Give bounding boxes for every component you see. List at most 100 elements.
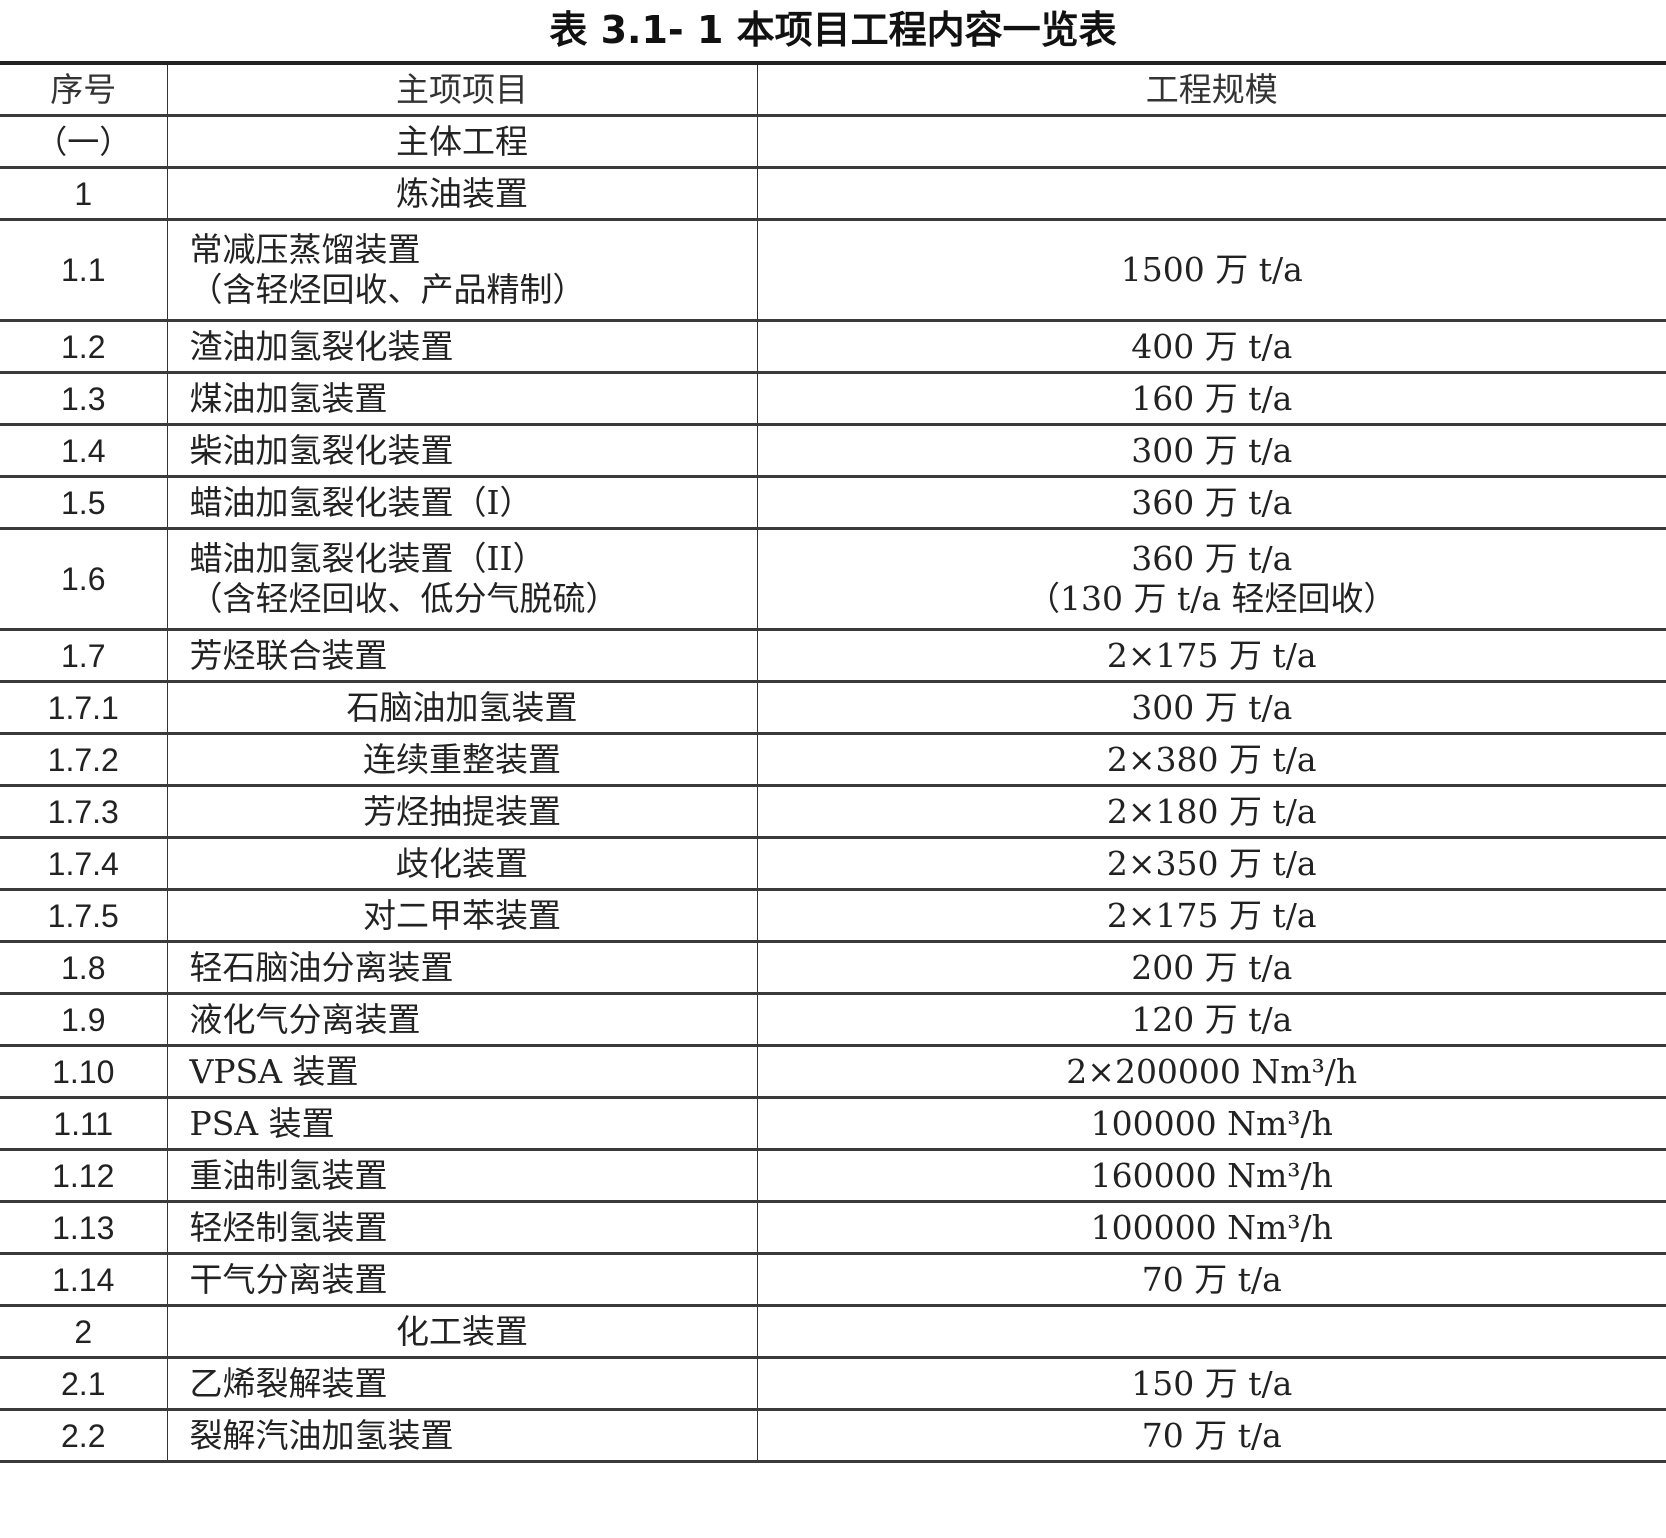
table-row: 1.6 蜡油加氢裂化装置（II） （含轻烃回收、低分气脱硫） 360 万 t/a （13…: [0, 527, 1666, 631]
table-row: 1.12 重油制氢装置 160000 Nm³/h: [0, 1148, 1666, 1203]
item-name-line: 乙烯裂解装置: [189, 1363, 388, 1403]
table-row: 2.2 裂解汽油加氢装置 70 万 t/a: [0, 1408, 1666, 1463]
item-name-line: VPSA 装置: [189, 1051, 359, 1091]
header-item: 主项项目: [166, 61, 758, 117]
row-item-name: 蜡油加氢裂化装置（II） （含轻烃回收、低分气脱硫）: [166, 527, 758, 631]
row-item-name: 裂解汽油加氢装置: [166, 1408, 758, 1463]
row-item-name: VPSA 装置: [166, 1044, 758, 1099]
row-scale: 300 万 t/a: [756, 680, 1666, 735]
scale-line: 160 万 t/a: [1131, 378, 1293, 418]
row-item-name: 乙烯裂解装置: [166, 1356, 758, 1411]
row-item-name: 煤油加氢装置: [166, 371, 758, 426]
row-number: 1.5: [0, 475, 168, 530]
row-scale: 120 万 t/a: [756, 992, 1666, 1047]
scale-line: 70 万 t/a: [1141, 1415, 1282, 1455]
row-item-name: PSA 装置: [166, 1096, 758, 1151]
table-row: 1.7 芳烃联合装置 2×175 万 t/a: [0, 628, 1666, 683]
scale-line: 2×380 万 t/a: [1106, 739, 1317, 779]
row-scale: [756, 166, 1666, 221]
item-name-line: 炼油装置: [396, 173, 528, 213]
item-name-line: 轻石脑油分离装置: [189, 947, 454, 987]
row-number: 1.14: [0, 1252, 168, 1307]
item-name-line: 蜡油加氢裂化装置（I）: [189, 482, 533, 522]
row-scale: 1500 万 t/a: [756, 218, 1666, 322]
row-item-name: 渣油加氢裂化装置: [166, 319, 758, 374]
table-row: 1.4 柴油加氢裂化装置 300 万 t/a: [0, 423, 1666, 478]
header-scale: 工程规模: [756, 61, 1666, 117]
scale-line: 300 万 t/a: [1131, 430, 1293, 470]
row-scale: 100000 Nm³/h: [756, 1200, 1666, 1255]
table-row: 1.1 常减压蒸馏装置 （含轻烃回收、产品精制） 1500 万 t/a: [0, 218, 1666, 322]
row-item-name: 轻石脑油分离装置: [166, 940, 758, 995]
row-item-name: 对二甲苯装置: [166, 888, 758, 943]
scale-line: 2×175 万 t/a: [1106, 895, 1317, 935]
row-number: 1.7.3: [0, 784, 168, 839]
item-name-line: PSA 装置: [189, 1103, 335, 1143]
scale-line: 400 万 t/a: [1131, 326, 1293, 366]
row-number: 1.12: [0, 1148, 168, 1203]
table-row: 1.7.1 石脑油加氢装置 300 万 t/a: [0, 680, 1666, 735]
row-item-name: 化工装置: [166, 1304, 758, 1359]
scale-line: 2×350 万 t/a: [1106, 843, 1317, 883]
row-item-name: 柴油加氢裂化装置: [166, 423, 758, 478]
row-scale: 160000 Nm³/h: [756, 1148, 1666, 1203]
row-scale: 2×175 万 t/a: [756, 628, 1666, 683]
row-scale: 100000 Nm³/h: [756, 1096, 1666, 1151]
item-name-line: 芳烃联合装置: [189, 635, 388, 675]
row-item-name: 主体工程: [166, 114, 758, 169]
row-scale: 300 万 t/a: [756, 423, 1666, 478]
item-name-line: 主体工程: [396, 121, 528, 161]
item-name-line: 芳烃抽提装置: [363, 791, 561, 831]
row-scale: 360 万 t/a （130 万 t/a 轻烃回收）: [756, 527, 1666, 631]
table-row: 1.7.5 对二甲苯装置 2×175 万 t/a: [0, 888, 1666, 943]
item-name-line: 裂解汽油加氢装置: [189, 1415, 454, 1455]
item-name-line: 石脑油加氢装置: [346, 687, 578, 727]
item-name-line: 重油制氢装置: [189, 1155, 388, 1195]
header-no: 序号: [0, 61, 168, 117]
row-number: 2.1: [0, 1356, 168, 1411]
scale-line: 1500 万 t/a: [1120, 250, 1303, 289]
row-item-name: 常减压蒸馏装置 （含轻烃回收、产品精制）: [166, 218, 758, 322]
row-number: 1.1: [0, 218, 168, 322]
row-scale: 2×200000 Nm³/h: [756, 1044, 1666, 1099]
table-row: 1.7.4 歧化装置 2×350 万 t/a: [0, 836, 1666, 891]
row-scale: 150 万 t/a: [756, 1356, 1666, 1411]
row-item-name: 芳烃抽提装置: [166, 784, 758, 839]
row-scale: 70 万 t/a: [756, 1408, 1666, 1463]
row-number: 1.10: [0, 1044, 168, 1099]
row-scale: 360 万 t/a: [756, 475, 1666, 530]
item-name-line: 连续重整装置: [363, 739, 561, 779]
scale-line: 2×180 万 t/a: [1106, 791, 1317, 831]
row-scale: 400 万 t/a: [756, 319, 1666, 374]
row-item-name: 石脑油加氢装置: [166, 680, 758, 735]
table-row: 1.10 VPSA 装置 2×200000 Nm³/h: [0, 1044, 1666, 1099]
row-item-name: 轻烃制氢装置: [166, 1200, 758, 1255]
scale-line: 360 万 t/a: [1131, 482, 1293, 522]
row-number: 1.6: [0, 527, 168, 631]
scale-line: 200 万 t/a: [1131, 947, 1293, 987]
scale-line: 160000 Nm³/h: [1090, 1155, 1333, 1195]
scale-line: 300 万 t/a: [1131, 687, 1293, 727]
item-name-line: 歧化装置: [396, 843, 528, 883]
table-row: 1.7.3 芳烃抽提装置 2×180 万 t/a: [0, 784, 1666, 839]
row-number: 1.7.5: [0, 888, 168, 943]
item-name-line: 轻烃制氢装置: [189, 1207, 388, 1247]
item-name-line: 柴油加氢裂化装置: [189, 430, 454, 470]
row-number: 1.2: [0, 319, 168, 374]
project-content-table: 序号 主项项目 工程规模 （一） 主体工程 1 炼油装置 1.1 常减压蒸馏装置 （含轻烃回…: [0, 61, 1666, 1463]
table-row: 1.8 轻石脑油分离装置 200 万 t/a: [0, 940, 1666, 995]
table-row: 2 化工装置: [0, 1304, 1666, 1359]
scale-line: 100000 Nm³/h: [1090, 1103, 1333, 1143]
item-name-line: 渣油加氢裂化装置: [189, 326, 454, 366]
table-row: 1.3 煤油加氢装置 160 万 t/a: [0, 371, 1666, 426]
table-row: 2.1 乙烯裂解装置 150 万 t/a: [0, 1356, 1666, 1411]
table-header-row: 序号 主项项目 工程规模: [0, 61, 1666, 117]
row-scale: 70 万 t/a: [756, 1252, 1666, 1307]
scale-line: 120 万 t/a: [1131, 999, 1293, 1039]
row-item-name: 干气分离装置: [166, 1252, 758, 1307]
row-item-name: 炼油装置: [166, 166, 758, 221]
row-item-name: 重油制氢装置: [166, 1148, 758, 1203]
scale-line: 100000 Nm³/h: [1090, 1207, 1333, 1247]
row-scale: 200 万 t/a: [756, 940, 1666, 995]
item-name-line: （含轻烃回收、低分气脱硫）: [189, 579, 619, 618]
